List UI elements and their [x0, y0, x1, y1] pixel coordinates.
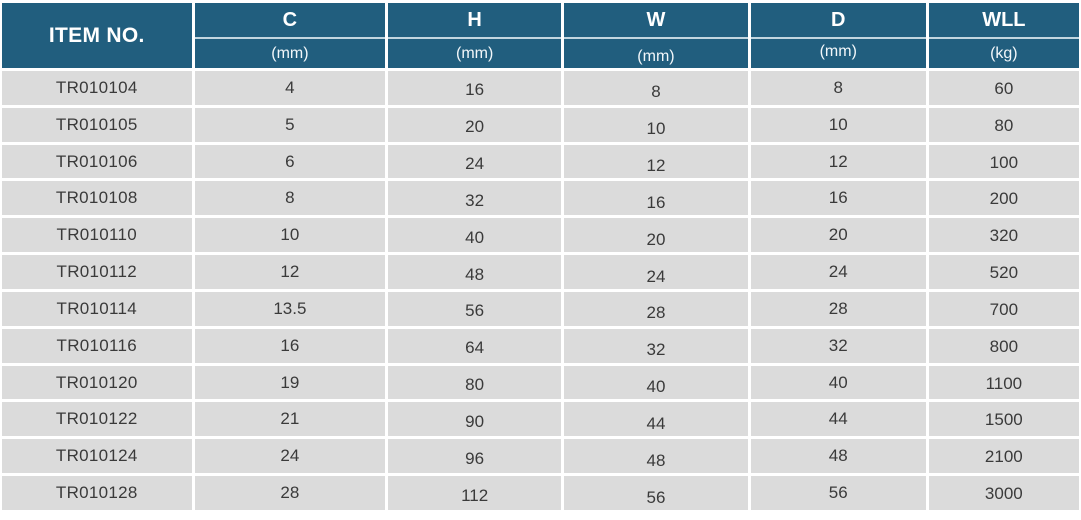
value-cell: 12 — [750, 144, 926, 179]
item-no-cell: TR010116 — [2, 328, 192, 363]
column-label: H — [467, 8, 482, 31]
value-cell: 5 — [194, 107, 386, 142]
subheader-divider — [564, 37, 748, 39]
item-no-cell: TR010122 — [2, 402, 192, 437]
value-cell: 13.5 — [194, 291, 386, 326]
value-cell: 28 — [750, 291, 926, 326]
value-cell: 32 — [564, 328, 748, 363]
value-cell: 44 — [564, 402, 748, 437]
value-cell: 90 — [388, 402, 562, 437]
item-no-cell: TR010114 — [2, 291, 192, 326]
value-cell: 20 — [564, 218, 748, 253]
value-cell: 6 — [194, 144, 386, 179]
value-cell: 4 — [194, 71, 386, 105]
item-no-cell: TR010106 — [2, 144, 192, 179]
column-label: W — [646, 8, 666, 31]
value-cell: 19 — [194, 365, 386, 400]
item-no-cell: TR010120 — [2, 365, 192, 400]
value-cell: 1100 — [928, 365, 1079, 400]
value-cell: 20 — [388, 107, 562, 142]
value-cell: 96 — [388, 439, 562, 474]
item-no-cell: TR010124 — [2, 439, 192, 474]
value-cell: 700 — [928, 291, 1079, 326]
value-cell: 16 — [564, 181, 748, 216]
column-header-h: H (mm) — [388, 3, 562, 68]
value-cell: 10 — [564, 107, 748, 142]
value-cell: 64 — [388, 328, 562, 363]
value-cell: 16 — [750, 181, 926, 216]
item-no-header-cell: ITEM NO. — [2, 3, 192, 68]
value-cell: 800 — [928, 328, 1079, 363]
item-no-cell: TR010104 — [2, 71, 192, 105]
value-cell: 24 — [564, 255, 748, 289]
value-cell: 80 — [388, 365, 562, 400]
item-no-cell: TR010108 — [2, 181, 192, 216]
subheader-divider — [388, 37, 562, 39]
column-header-w: W (mm) — [564, 3, 748, 68]
item-no-cell: TR010128 — [2, 476, 192, 510]
value-cell: 32 — [388, 181, 562, 216]
column-label: WLL — [982, 8, 1026, 31]
value-cell: 10 — [194, 218, 386, 253]
value-cell: 56 — [750, 476, 926, 510]
table-header-row: ITEM NO. C (mm) H (mm) W (mm) D (mm) WLL (kg) — [2, 3, 1079, 68]
value-cell: 200 — [928, 181, 1079, 216]
value-cell: 16 — [388, 71, 562, 105]
value-cell: 20 — [750, 218, 926, 253]
value-cell: 24 — [388, 144, 562, 179]
value-cell: 3000 — [928, 476, 1079, 510]
item-no-cell: TR010112 — [2, 255, 192, 289]
value-cell: 8 — [194, 181, 386, 216]
column-header-d: D (mm) — [750, 3, 926, 68]
subheader-divider — [194, 37, 386, 39]
value-cell: 40 — [564, 365, 748, 400]
column-unit: (mm) — [455, 44, 494, 62]
value-cell: 12 — [194, 255, 386, 289]
value-cell: 24 — [750, 255, 926, 289]
table-body: TR010104 4 16 8 8 60 TR010105 5 20 10 10 80 TR010106… — [2, 71, 1079, 510]
subheader-divider — [928, 37, 1079, 39]
value-cell: 2100 — [928, 439, 1079, 474]
value-cell: 1500 — [928, 402, 1079, 437]
value-cell: 24 — [194, 439, 386, 474]
item-no-cell: TR010105 — [2, 107, 192, 142]
column-unit: (mm) — [271, 44, 309, 62]
value-cell: 60 — [928, 71, 1079, 105]
column-unit: (mm) — [637, 47, 675, 65]
value-cell: 112 — [388, 476, 562, 510]
value-cell: 8 — [564, 71, 748, 105]
value-cell: 16 — [194, 328, 386, 363]
column-unit: (kg) — [990, 44, 1018, 62]
value-cell: 10 — [750, 107, 926, 142]
value-cell: 44 — [750, 402, 926, 437]
column-label: D — [831, 8, 846, 31]
value-cell: 520 — [928, 255, 1079, 289]
column-header-c: C (mm) — [194, 3, 386, 68]
value-cell: 56 — [564, 476, 748, 510]
value-cell: 28 — [564, 291, 748, 326]
value-cell: 32 — [750, 328, 926, 363]
value-cell: 80 — [928, 107, 1079, 142]
value-cell: 48 — [750, 439, 926, 474]
value-cell: 12 — [564, 144, 748, 179]
value-cell: 56 — [388, 291, 562, 326]
product-spec-table: ITEM NO. C (mm) H (mm) W (mm) D (mm) WLL (kg) TR0… — [2, 3, 1079, 510]
column-unit: (mm) — [819, 42, 857, 60]
value-cell: 21 — [194, 402, 386, 437]
column-header-wll: WLL (kg) — [928, 3, 1079, 68]
value-cell: 320 — [928, 218, 1079, 253]
value-cell: 100 — [928, 144, 1079, 179]
value-cell: 40 — [388, 218, 562, 253]
item-no-cell: TR010110 — [2, 218, 192, 253]
value-cell: 48 — [388, 255, 562, 289]
column-label: C — [282, 8, 298, 31]
value-cell: 28 — [194, 476, 386, 510]
value-cell: 48 — [564, 439, 748, 474]
value-cell: 8 — [750, 71, 926, 105]
subheader-divider — [750, 37, 926, 39]
value-cell: 40 — [750, 365, 926, 400]
